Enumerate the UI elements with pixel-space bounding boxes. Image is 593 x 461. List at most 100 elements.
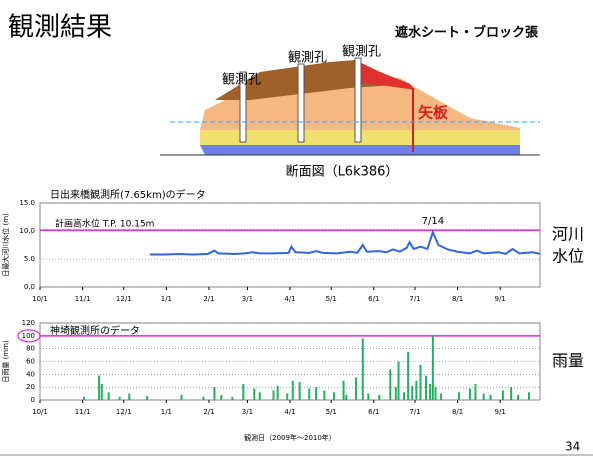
x-tick-label: 9/1 xyxy=(495,408,506,416)
rain-bar xyxy=(308,388,311,400)
slide-title: 観測結果 xyxy=(8,13,112,43)
y-tick-label: 5.0 xyxy=(24,255,35,263)
x-tick-label: 2/1 xyxy=(203,408,214,416)
rain-bar xyxy=(367,393,370,400)
rain-bar xyxy=(528,392,531,400)
x-tick-label: 8/1 xyxy=(452,408,463,416)
rain-bar xyxy=(424,375,427,400)
x-tick-label: 5/1 xyxy=(326,408,337,416)
x-tick-label: 10/1 xyxy=(32,408,48,416)
rain-bar xyxy=(146,396,149,400)
rain-bar xyxy=(213,387,216,400)
x-tick-label: 8/1 xyxy=(452,295,463,303)
x-tick-label: 4/1 xyxy=(284,295,295,303)
rain-bar xyxy=(253,388,256,400)
rain-bar xyxy=(517,394,520,400)
x-tick-label: 4/1 xyxy=(284,408,295,416)
x-tick-label: 6/1 xyxy=(368,408,379,416)
rain-bar xyxy=(286,393,289,400)
y-tick-label: 10.0 xyxy=(19,227,35,235)
x-tick-label: 1/1 xyxy=(161,408,172,416)
x-tick-label: 12/1 xyxy=(116,408,132,416)
rain-bar xyxy=(315,387,318,400)
rain-bar xyxy=(118,396,121,400)
rain-bar xyxy=(419,364,422,400)
sheet-label: 遮水シート・ブロック張 xyxy=(395,25,539,41)
x-tick-label: 5/1 xyxy=(326,295,337,303)
rain-bar xyxy=(202,396,205,400)
rain-bar xyxy=(98,375,101,400)
rain-bar xyxy=(489,394,492,400)
diagram-caption: 断面図（L6k386） xyxy=(286,165,399,180)
x-tick-label: 9/1 xyxy=(495,295,506,303)
rain-bar xyxy=(291,380,294,400)
y-tick-label: 40 xyxy=(26,370,35,378)
rain-bar xyxy=(389,369,392,400)
rain-bar xyxy=(128,393,131,400)
y-axis-label: 日雨量 (mm) xyxy=(2,340,10,383)
rain-bar xyxy=(323,390,326,400)
side-label: 雨量 xyxy=(552,351,584,370)
rain-bar xyxy=(378,394,381,400)
x-tick-label: 11/1 xyxy=(75,295,91,303)
hole-label: 観測孔 xyxy=(342,45,381,60)
rain-bar xyxy=(82,396,85,400)
y-tick-label: 20 xyxy=(26,383,35,391)
rain-bar xyxy=(258,392,261,400)
y-tick-label: 100 xyxy=(22,332,35,340)
x-tick-label: 7/1 xyxy=(409,408,420,416)
rain-bar xyxy=(272,390,275,400)
x-tick-label: 3/1 xyxy=(242,295,253,303)
y-tick-label: 0.0 xyxy=(24,283,35,291)
x-axis-label: 観測日（2009年～2010年） xyxy=(244,433,336,442)
rain-bar xyxy=(397,361,400,400)
pile-label: 矢板 xyxy=(418,104,449,122)
x-tick-label: 3/1 xyxy=(242,408,253,416)
rain-bar xyxy=(407,351,410,400)
x-tick-label: 7/1 xyxy=(409,295,420,303)
rain-bar xyxy=(431,335,434,400)
reference-label: 計画高水位 T.P. 10.15m xyxy=(55,218,154,230)
rain-bar xyxy=(332,392,335,400)
rain-bar xyxy=(434,387,437,400)
rain-bar xyxy=(468,388,471,400)
side-label: 河川 xyxy=(552,225,584,244)
rain-bar xyxy=(411,385,414,400)
y-tick-label: 15.0 xyxy=(19,199,35,207)
x-tick-label: 6/1 xyxy=(368,295,379,303)
water-level-line xyxy=(149,229,541,256)
y-tick-label: 80 xyxy=(26,345,35,353)
tick-highlight xyxy=(17,329,41,343)
rain-bar xyxy=(342,380,345,400)
rain-bar xyxy=(231,396,234,400)
chart-subtitle: 日出来橋観測所(7.65km)のデータ xyxy=(50,188,206,201)
x-tick-label: 12/1 xyxy=(116,295,132,303)
rain-bar xyxy=(242,383,245,400)
chart-subtitle: 神埼観測所のデータ xyxy=(50,324,140,337)
rain-bar xyxy=(345,394,348,400)
plot-area xyxy=(39,202,541,288)
rain-bar xyxy=(403,392,406,400)
rain-bar xyxy=(429,383,432,400)
rain-bar xyxy=(298,382,301,400)
side-label: 水位 xyxy=(552,247,584,266)
rain-bar xyxy=(394,387,397,400)
x-tick-label: 11/1 xyxy=(75,408,91,416)
x-tick-label: 1/1 xyxy=(161,295,172,303)
cross-section xyxy=(160,57,540,156)
rain-bar xyxy=(354,377,357,400)
rain-bar xyxy=(107,392,110,400)
rain-bar xyxy=(100,383,103,400)
x-tick-label: 10/1 xyxy=(32,295,48,303)
rain-bar xyxy=(501,390,504,400)
x-tick-label: 2/1 xyxy=(203,295,214,303)
rain-bar xyxy=(457,392,460,400)
rain-bar xyxy=(180,394,183,400)
rain-bar xyxy=(361,338,364,400)
y-tick-label: 0 xyxy=(31,396,35,404)
rain-bar xyxy=(510,387,513,400)
hole-label: 観測孔 xyxy=(288,51,327,66)
rain-bar xyxy=(440,393,443,400)
rain-bar xyxy=(474,383,477,400)
